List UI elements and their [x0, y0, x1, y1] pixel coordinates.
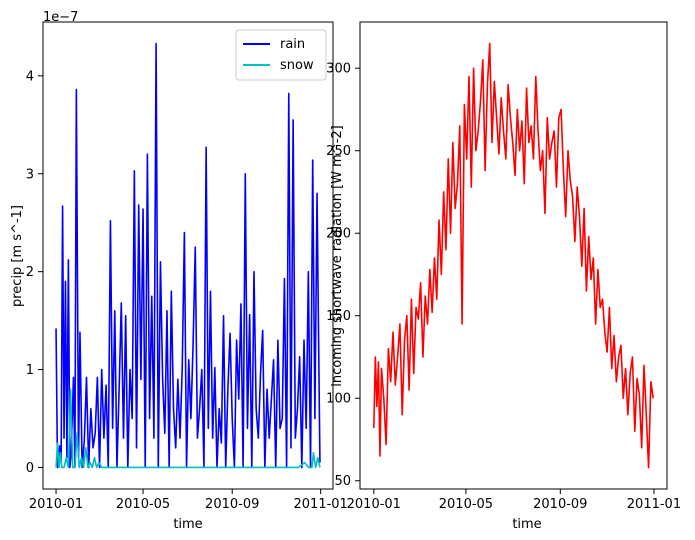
radiation-x-tick-label: 2011-01 — [627, 497, 681, 512]
precip-panel: 1e−7 2010-01 2010-05 2010-09 2011-01 0 1 2 3 4 t… — [10, 10, 348, 532]
precip-x-tick-label: 2010-01 — [29, 497, 83, 512]
legend-rain-label: rain — [280, 37, 305, 52]
radiation-y-tick-label: 300 — [326, 62, 351, 77]
radiation-y-tick-label: 150 — [326, 309, 351, 324]
radiation-panel: 2010-01 2010-05 2010-09 2011-01 50 100 150 200 2… — [326, 21, 681, 532]
precip-x-tick-label: 2010-09 — [205, 497, 259, 512]
precip-y-axis-label: precip [m s^-1] — [10, 205, 25, 307]
radiation-x-tick-label: 2010-09 — [533, 497, 587, 512]
precip-x-tick-label: 2011-01 — [294, 497, 348, 512]
radiation-plot-frame — [359, 21, 668, 490]
precip-x-tick-label: 2010-05 — [116, 497, 170, 512]
radiation-y-tick-label: 50 — [334, 474, 351, 489]
precip-y-tick-label: 1 — [26, 363, 34, 378]
precip-y-tick-label: 3 — [26, 167, 34, 182]
precip-plot-frame — [42, 21, 334, 490]
precip-x-axis-label: time — [173, 517, 202, 532]
radiation-x-axis-label: time — [512, 517, 541, 532]
radiation-y-tick-label: 100 — [326, 392, 351, 407]
precip-y-tick-label: 0 — [26, 461, 34, 476]
radiation-y-axis-label: incoming shortwave radiation [W m^-2] — [330, 125, 345, 387]
precip-legend: rain snow — [235, 29, 327, 81]
radiation-y-tick-label: 250 — [326, 144, 351, 159]
y-multiplier-label: 1e−7 — [43, 10, 78, 25]
legend-box — [235, 29, 327, 81]
legend-snow-label: snow — [280, 58, 314, 73]
snow-series-line — [55, 388, 321, 469]
radiation-x-tick-label: 2010-01 — [347, 497, 401, 512]
rain-series-line — [55, 42, 321, 469]
precip-y-tick-label: 2 — [26, 265, 34, 280]
radiation-x-tick-label: 2010-05 — [439, 497, 493, 512]
precip-y-tick-label: 4 — [26, 69, 34, 84]
radiation-y-tick-label: 200 — [326, 227, 351, 242]
radiation-series-line — [373, 42, 654, 469]
